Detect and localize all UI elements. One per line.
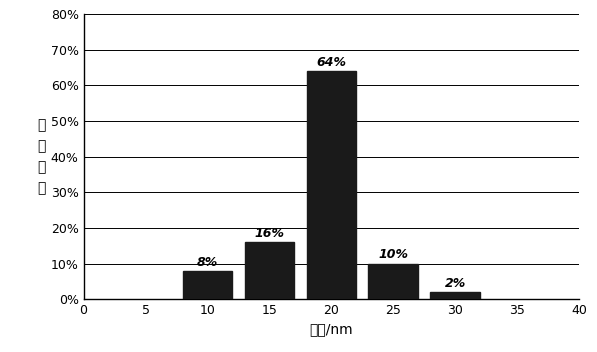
Bar [245, 242, 294, 299]
Bar [183, 271, 232, 299]
Bar [307, 71, 356, 299]
Bar [368, 264, 418, 299]
Text: 8%: 8% [197, 256, 218, 269]
Text: 64%: 64% [316, 56, 346, 69]
X-axis label: 粒径/nm: 粒径/nm [309, 323, 353, 337]
Text: 16%: 16% [254, 227, 284, 240]
Text: 2%: 2% [445, 277, 466, 290]
Text: 分: 分 [38, 139, 46, 153]
Text: 含: 含 [38, 160, 46, 174]
Bar [430, 292, 480, 299]
Text: 量: 量 [38, 181, 46, 195]
Text: 百: 百 [38, 118, 46, 132]
Text: 10%: 10% [378, 249, 408, 262]
